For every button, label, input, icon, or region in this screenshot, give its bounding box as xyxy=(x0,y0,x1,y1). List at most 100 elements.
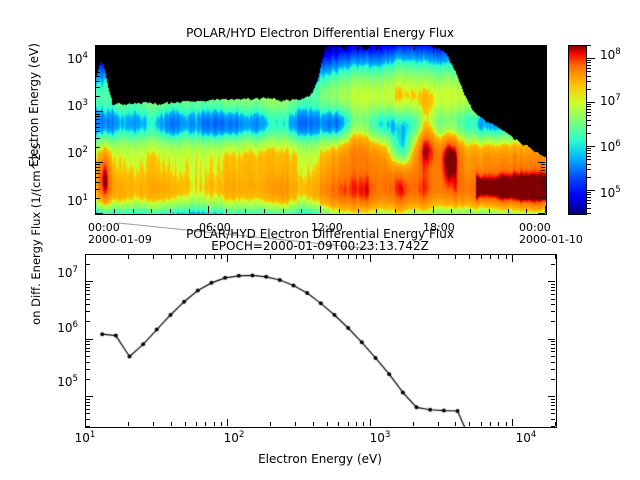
axis-tick xyxy=(506,255,507,259)
axis-tick xyxy=(586,177,591,178)
axis-tick xyxy=(196,255,197,259)
axis-tick xyxy=(86,402,90,403)
annotation-epoch: EPOCH=2000-01-09T00:23:13.742Z xyxy=(211,239,429,253)
axis-tick xyxy=(171,422,172,426)
axis-tick xyxy=(86,341,90,342)
axis-tick xyxy=(86,254,90,255)
axis-tick xyxy=(295,255,296,259)
axis-tick xyxy=(541,63,545,64)
axis-tick xyxy=(86,304,90,305)
axis-tick xyxy=(86,311,90,312)
axis-tick xyxy=(214,255,215,259)
axis-tick xyxy=(586,62,591,63)
axis-tick xyxy=(96,162,103,163)
axis-tick xyxy=(541,173,545,174)
axis-tick xyxy=(86,396,93,397)
axis-tick xyxy=(489,46,490,50)
axis-tick xyxy=(586,60,591,61)
axis-tick xyxy=(541,131,545,132)
spectrogram-ytick-10000: 104 xyxy=(67,51,88,66)
axis-tick xyxy=(551,419,555,420)
axis-tick xyxy=(586,150,591,151)
axis-tick xyxy=(338,255,339,259)
axis-tick xyxy=(541,182,545,183)
axis-tick xyxy=(551,362,555,363)
axis-tick xyxy=(370,419,371,426)
axis-tick xyxy=(96,87,100,88)
axis-tick xyxy=(221,422,222,426)
axis-tick xyxy=(551,351,555,352)
axis-tick xyxy=(86,284,90,285)
axis-tick xyxy=(348,422,349,426)
axis-tick xyxy=(320,46,321,53)
axis-tick xyxy=(86,426,90,427)
axis-tick xyxy=(86,399,90,400)
axis-tick xyxy=(208,46,209,53)
axis-tick xyxy=(245,209,246,213)
axis-tick xyxy=(538,111,545,112)
axis-tick xyxy=(451,209,452,213)
axis-tick xyxy=(96,182,100,183)
axis-tick xyxy=(96,131,100,132)
spectrum-xtick-100: 102 xyxy=(223,430,245,445)
axis-tick xyxy=(538,213,545,214)
spectrum-xtick-1000: 103 xyxy=(369,430,391,445)
axis-tick xyxy=(548,396,555,397)
axis-tick xyxy=(96,76,100,77)
axis-tick xyxy=(96,111,103,112)
axis-tick xyxy=(356,422,357,426)
axis-tick xyxy=(226,46,227,50)
axis-tick xyxy=(551,311,555,312)
axis-tick xyxy=(363,255,364,259)
axis-tick xyxy=(376,209,377,213)
page-title: POLAR/HYD Electron Differential Energy F… xyxy=(186,26,454,40)
axis-tick xyxy=(264,209,265,213)
axis-tick xyxy=(151,209,152,213)
axis-tick xyxy=(301,46,302,50)
axis-tick xyxy=(363,422,364,426)
axis-tick xyxy=(327,255,328,259)
axis-tick xyxy=(586,194,591,195)
axis-tick xyxy=(133,209,134,213)
axis-tick xyxy=(270,422,271,426)
axis-tick xyxy=(153,255,154,259)
axis-tick xyxy=(395,46,396,50)
axis-tick xyxy=(551,405,555,406)
axis-tick xyxy=(151,46,152,50)
spectrum-x-axis-label: Electron Energy (eV) xyxy=(258,452,382,466)
axis-tick xyxy=(541,198,545,199)
axis-tick xyxy=(313,422,314,426)
axis-tick xyxy=(541,65,545,66)
axis-tick xyxy=(586,125,591,126)
colorbar xyxy=(568,45,587,215)
axis-tick xyxy=(96,164,100,165)
axis-tick xyxy=(481,422,482,426)
axis-tick xyxy=(586,76,591,77)
spectrum-xtick-10: 101 xyxy=(74,430,96,445)
axis-tick xyxy=(541,177,545,178)
axis-tick xyxy=(205,422,206,426)
axis-tick xyxy=(551,254,555,255)
axis-tick xyxy=(96,96,100,97)
axis-tick xyxy=(538,60,545,61)
axis-tick xyxy=(586,81,591,82)
axis-tick xyxy=(508,209,509,213)
axis-tick xyxy=(395,209,396,213)
axis-tick xyxy=(96,167,100,168)
axis-tick xyxy=(541,72,545,73)
axis-tick xyxy=(128,422,129,426)
axis-tick xyxy=(586,164,591,165)
axis-tick xyxy=(470,46,471,50)
axis-tick xyxy=(189,209,190,213)
axis-tick xyxy=(508,46,509,50)
axis-tick xyxy=(545,206,546,213)
axis-tick xyxy=(551,299,555,300)
axis-tick xyxy=(541,147,545,148)
axis-tick xyxy=(586,65,591,66)
axis-tick xyxy=(95,206,96,213)
axis-tick xyxy=(586,68,591,69)
axis-tick xyxy=(86,351,90,352)
axis-tick xyxy=(586,192,591,193)
axis-tick xyxy=(295,422,296,426)
spectrum-ytick-1e5: 105 xyxy=(57,374,78,389)
